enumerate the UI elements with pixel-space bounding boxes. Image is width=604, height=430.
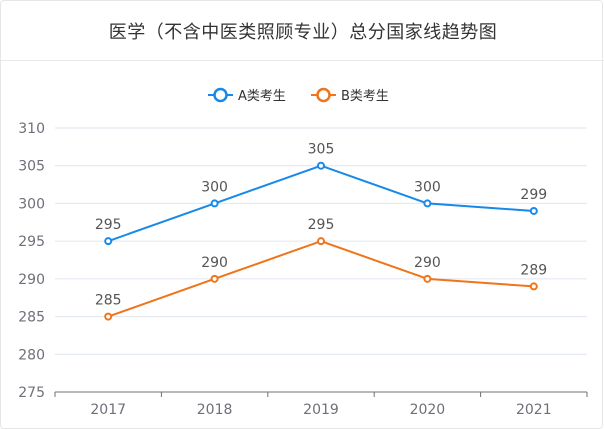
y-tick-label: 300 xyxy=(18,196,45,212)
title-bar: 医学（不含中医类照顾专业）总分国家线趋势图 xyxy=(1,1,604,61)
data-label: 300 xyxy=(414,179,441,195)
x-tick-label: 2018 xyxy=(197,402,233,418)
data-label: 295 xyxy=(95,217,122,233)
y-tick-label: 280 xyxy=(18,347,45,363)
y-tick-label: 305 xyxy=(18,159,45,175)
legend-marker-1[interactable] xyxy=(213,87,228,103)
data-label: 299 xyxy=(520,187,547,203)
data-point[interactable] xyxy=(423,274,432,283)
legend-marker-2[interactable] xyxy=(316,87,331,103)
data-point[interactable] xyxy=(317,237,325,246)
legend-label-2[interactable]: B类考生 xyxy=(341,89,389,104)
x-tick-label: 2020 xyxy=(410,402,446,418)
data-point[interactable] xyxy=(210,274,219,283)
data-label: 290 xyxy=(201,255,228,271)
data-label: 300 xyxy=(201,179,228,195)
x-tick-label: 2021 xyxy=(516,402,552,418)
y-tick-label: 310 xyxy=(18,121,45,137)
y-tick-label: 285 xyxy=(18,310,45,326)
y-tick-label: 275 xyxy=(18,385,45,401)
x-tick-label: 2019 xyxy=(303,402,339,418)
chart-title: 医学（不含中医类照顾专业）总分国家线趋势图 xyxy=(108,21,498,43)
legend-label-1[interactable]: A类考生 xyxy=(238,89,286,104)
data-label: 295 xyxy=(308,217,335,233)
data-point[interactable] xyxy=(529,282,538,291)
data-point[interactable] xyxy=(529,206,538,215)
y-tick-label: 295 xyxy=(18,234,45,250)
data-point[interactable] xyxy=(210,199,219,208)
y-tick-label: 290 xyxy=(18,272,45,288)
data-point[interactable] xyxy=(317,161,325,170)
data-point[interactable] xyxy=(104,237,113,246)
data-point[interactable] xyxy=(423,199,432,208)
data-label: 289 xyxy=(520,262,547,278)
data-label: 305 xyxy=(308,142,335,158)
x-tick-label: 2017 xyxy=(90,402,126,418)
data-label: 285 xyxy=(95,293,122,309)
data-label: 290 xyxy=(414,255,441,271)
data-point[interactable] xyxy=(104,312,113,321)
